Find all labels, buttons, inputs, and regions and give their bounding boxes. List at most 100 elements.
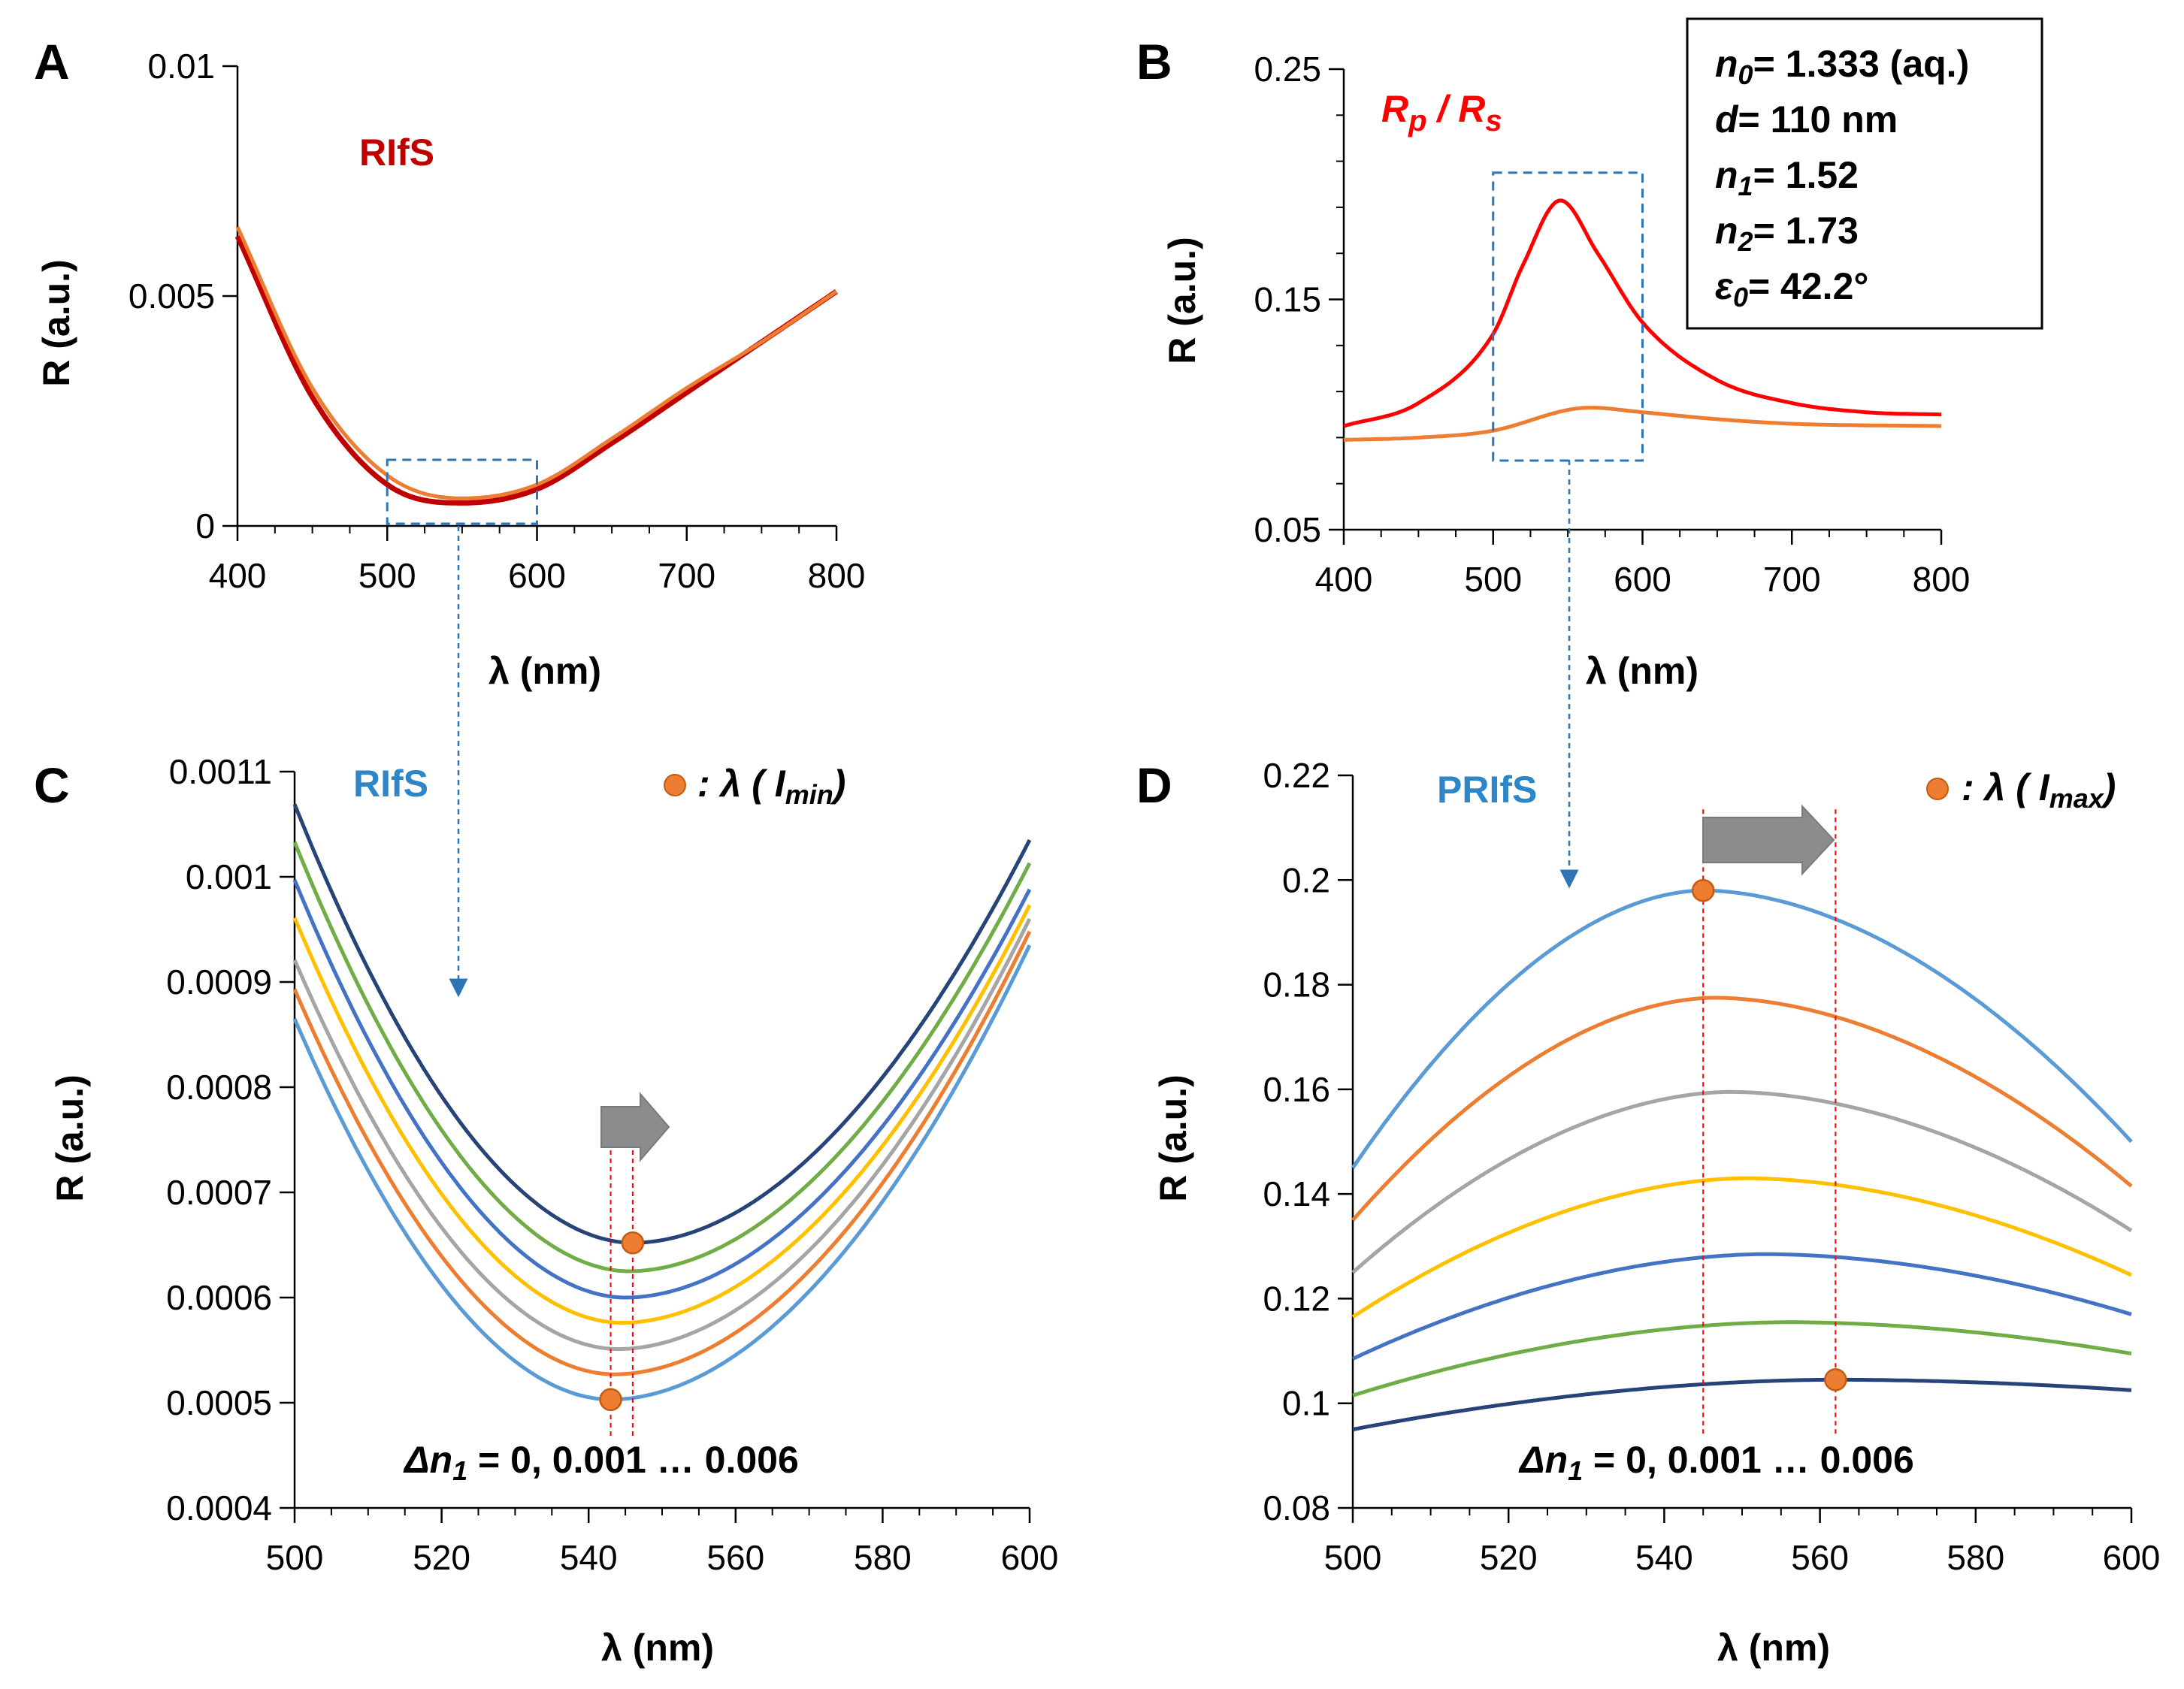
panel-c-ytick-label: 0.0008 — [166, 1068, 272, 1107]
panel-letter-a: A — [34, 34, 70, 89]
panel-d-xtick-label: 500 — [1324, 1538, 1382, 1577]
panel-c-delta-note: Δn1 = 0, 0.001 … 0.006 — [403, 1439, 799, 1486]
panel-b-xtick-label: 500 — [1464, 560, 1522, 599]
param-line: d= 110 nm — [1715, 98, 1898, 140]
panel-b-chart: 0.05 0.15 0.25 400 500 600 700 800 Rp / Rs R (a… — [1161, 17, 2043, 692]
panel-c-ytick-label: 0.0011 — [169, 752, 272, 791]
panel-d-series-line — [1351, 996, 2133, 1222]
panel-d-series-line — [1351, 1089, 2133, 1274]
panel-c-ytick-label: 0.0005 — [166, 1383, 272, 1422]
panel-letter-b: B — [1136, 34, 1172, 89]
panel-b-xtick-label: 600 — [1614, 560, 1671, 599]
panel-d-xtick-label: 600 — [2103, 1538, 2161, 1577]
params-box — [1686, 17, 2043, 330]
panel-d-series-line — [1351, 1176, 2133, 1319]
panel-b-xlabel: λ (nm) — [1586, 650, 1698, 692]
panel-a-xtick-label: 500 — [358, 556, 416, 595]
panel-b-xtick-label: 400 — [1315, 560, 1373, 599]
panel-c-legend-text: : λ ( Imin) — [697, 763, 845, 810]
panel-d-label: PRIfS — [1437, 769, 1537, 811]
panel-d-xlabel: λ (nm) — [1717, 1627, 1830, 1669]
panel-d-ytick-label: 0.08 — [1263, 1488, 1330, 1527]
panel-d-series-line — [1352, 1320, 2132, 1397]
panel-c-xtick-label: 600 — [1001, 1538, 1059, 1577]
panel-c-label: RIfS — [353, 763, 428, 805]
panel-d-ytick-label: 0.2 — [1282, 860, 1330, 899]
panel-d-delta-note: Δn1 = 0, 0.001 … 0.006 — [1518, 1439, 1914, 1486]
param-line: n1= 1.52 — [1715, 154, 1859, 201]
panel-d-chart: 0.08 0.1 0.12 0.14 0.16 0.18 0.2 0.22 500 520 540 5… — [1152, 756, 2160, 1669]
panel-b-ytick-label: 0.05 — [1254, 510, 1321, 549]
panel-c-shift-arrow — [600, 1092, 670, 1162]
panel-d-series-line — [1352, 1377, 2132, 1431]
panel-d-series-line — [1351, 1252, 2132, 1361]
panel-d-extremum-marker — [1824, 1368, 1847, 1391]
panel-d-xtick-label: 520 — [1480, 1538, 1538, 1577]
panel-c-ytick-label: 0.0006 — [166, 1278, 272, 1317]
panel-c-ytick-label: 0.0004 — [166, 1488, 272, 1527]
panel-d-ytick-label: 0.22 — [1263, 756, 1330, 795]
panel-a-ylabel: R (a.u.) — [35, 259, 77, 386]
panel-c-series-line — [292, 944, 1032, 1402]
panel-d-ytick-label: 0.14 — [1263, 1174, 1330, 1213]
panel-c-series-line — [292, 917, 1032, 1352]
panel-d-extremum-marker — [1691, 878, 1715, 902]
panel-a-ytick-label: 0.005 — [129, 276, 215, 316]
panel-d-ylabel: R (a.u.) — [1152, 1074, 1194, 1201]
panel-c-chart: 0.0004 0.0005 0.0006 0.0007 0.0008 0.0009 0.00… — [49, 752, 1058, 1669]
panel-c-series-line — [292, 803, 1032, 1245]
panel-c-xlabel: λ (nm) — [601, 1627, 714, 1669]
panel-c-legend-marker — [664, 774, 686, 796]
panel-c-series-line — [292, 930, 1032, 1376]
panel-b-xtick-label: 800 — [1913, 560, 1971, 599]
panel-c-ytick-label: 0.001 — [186, 857, 272, 896]
params-list: n0= 1.333 (aq.) d= 110 nm n1= 1.52 n2= 1.73… — [1715, 43, 1969, 313]
panel-c-series-line — [292, 841, 1032, 1274]
panel-d-xtick-label: 540 — [1635, 1538, 1693, 1577]
panel-b-label: Rp / Rs — [1381, 88, 1502, 137]
panel-c-series-line — [292, 904, 1032, 1325]
panel-c-xtick-label: 580 — [854, 1538, 912, 1577]
panel-a-xtick-label: 700 — [658, 556, 715, 595]
panel-d-xtick-label: 560 — [1791, 1538, 1849, 1577]
panel-c-ytick-label: 0.0007 — [166, 1173, 272, 1212]
param-line: n0= 1.333 (aq.) — [1715, 43, 1969, 90]
panel-b-series-line — [1343, 406, 1942, 442]
panel-d-ytick-label: 0.1 — [1282, 1384, 1330, 1423]
panel-a-xtick-label: 800 — [808, 556, 866, 595]
panel-a-label: RIfS — [359, 131, 434, 174]
panel-b-zoom-box — [1492, 171, 1644, 462]
panel-c-xtick-label: 540 — [560, 1538, 618, 1577]
panel-d-series-line — [1351, 888, 2133, 1169]
panel-a-ytick-label: 0 — [195, 506, 215, 545]
panel-a-xlabel: λ (nm) — [489, 650, 601, 692]
panel-d-ytick-label: 0.18 — [1263, 965, 1330, 1005]
param-line: ε0= 42.2° — [1715, 265, 1868, 313]
panel-d-ytick-label: 0.12 — [1263, 1279, 1330, 1318]
panel-a-ytick-label: 0.01 — [147, 47, 215, 86]
panel-d-ytick-label: 0.16 — [1263, 1070, 1330, 1109]
panel-c-extremum-marker — [621, 1231, 645, 1255]
panel-c-xtick-label: 560 — [706, 1538, 764, 1577]
panel-a-zoom-box — [386, 458, 538, 525]
panel-c-ylabel: R (a.u.) — [49, 1074, 91, 1201]
panel-a-xtick-label: 400 — [209, 556, 267, 595]
panel-letter-d: D — [1136, 757, 1172, 813]
panel-letter-c: C — [34, 757, 70, 813]
panel-d-legend-text: : λ ( Imax) — [1962, 766, 2116, 814]
panel-a-xtick-label: 600 — [508, 556, 566, 595]
param-line: n2= 1.73 — [1715, 210, 1859, 257]
panel-b-ylabel: R (a.u.) — [1161, 237, 1203, 364]
panel-d-legend-marker — [1926, 778, 1949, 800]
panel-d-xtick-label: 580 — [1947, 1538, 2004, 1577]
panel-c-xtick-label: 520 — [413, 1538, 470, 1577]
panel-b-ytick-label: 0.25 — [1254, 50, 1321, 89]
panel-b-series-line — [1343, 198, 1942, 428]
panel-c-extremum-marker — [599, 1388, 622, 1412]
panel-b-ytick-label: 0.15 — [1254, 280, 1321, 319]
panel-c-ytick-label: 0.0009 — [166, 962, 272, 1002]
panel-b-xtick-label: 700 — [1763, 560, 1821, 599]
panel-c-series-line — [292, 879, 1032, 1300]
